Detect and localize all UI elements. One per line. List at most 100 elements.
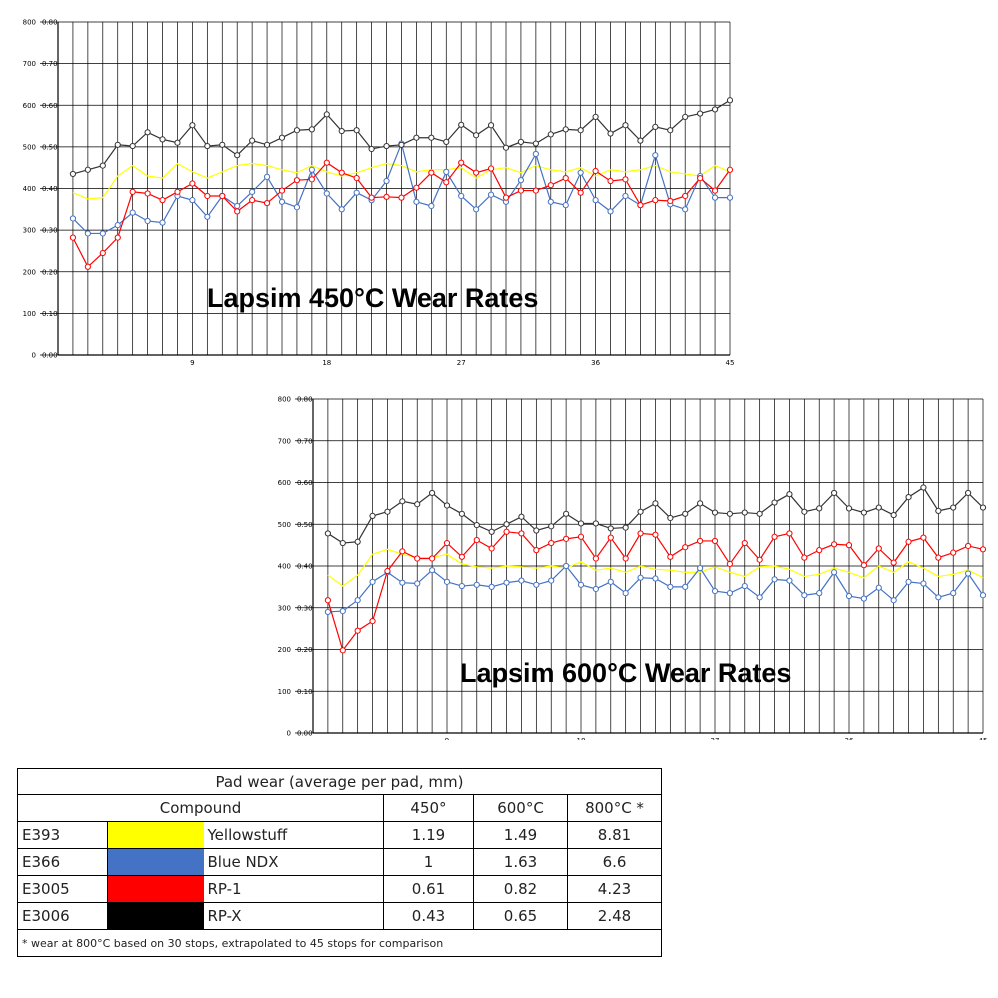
chart-450-point-rp-1 — [517, 187, 525, 194]
chart-450-point-rp-x — [263, 141, 271, 148]
chart-600-point-rp-1 — [473, 537, 480, 544]
chart-600-point-rp-1 — [563, 535, 570, 542]
table-row: E3005 RP-1 0.61 0.82 4.23 — [17, 875, 662, 903]
chart-450-point-rp-1 — [502, 194, 510, 201]
chart-450-ytick-inner: 0.40 — [42, 185, 58, 193]
chart-450-ytick-left: 300 — [23, 227, 36, 235]
chart-450-ytick-inner: 0.60 — [42, 102, 58, 110]
chart-450-point-rp-1 — [413, 184, 420, 191]
chart-450-point-blue-ndx — [517, 177, 525, 184]
chart-450-point-rp-1 — [487, 165, 495, 172]
chart-450-point-blue-ndx — [607, 208, 614, 215]
chart-600-series-yellowstuff — [327, 548, 984, 587]
chart-600-point-rp-x — [801, 508, 808, 515]
chart-450-point-rp-1 — [383, 193, 390, 200]
chart-600-point-rp-x — [979, 504, 987, 511]
chart-450-ytick-inner: 0.10 — [42, 310, 58, 318]
chart-450-point-rp-1 — [473, 169, 480, 176]
chart-600-point-rp-1 — [652, 531, 659, 538]
chart-450-point-blue-ndx — [711, 194, 719, 201]
table-footnote: * wear at 800°C based on 30 stops, extra… — [17, 929, 568, 957]
wear-800: 4.23 — [567, 875, 662, 903]
chart-600-point-rp-1 — [384, 567, 391, 575]
chart-600-point-rp-x — [503, 521, 510, 528]
chart-600-point-rp-1 — [831, 541, 838, 548]
chart-450-point-blue-ndx — [69, 215, 77, 222]
chart-600-point-rp-1 — [607, 534, 614, 541]
chart-600-point-rp-x — [414, 501, 421, 508]
chart-600-point-rp-1 — [399, 548, 406, 555]
chart-600-point-blue-ndx — [667, 583, 674, 590]
chart-600-point-rp-x — [518, 513, 525, 520]
chart-600-point-rp-1 — [935, 554, 942, 561]
chart-600-point-rp-1 — [488, 545, 495, 552]
chart-600-xtick: 18 — [577, 737, 586, 740]
chart-450-point-rp-x — [129, 142, 136, 150]
chart-600-ytick-inner: 0.50 — [297, 521, 313, 529]
chart-450-point-rp-x — [592, 113, 599, 121]
chart-450-point-rp-1 — [338, 169, 345, 176]
chart-600-point-blue-ndx — [682, 583, 689, 590]
chart-450-point-blue-ndx — [99, 230, 106, 237]
chart-600-point-rp-x — [384, 508, 391, 515]
chart-450-point-blue-ndx — [622, 192, 629, 200]
chart-450-point-rp-x — [607, 130, 614, 137]
chart-600-point-rp-1 — [592, 555, 599, 562]
compound-id: E3005 — [17, 875, 108, 903]
chart-600-ytick-left: 400 — [278, 563, 291, 571]
table-row: E3006 RP-X 0.43 0.65 2.48 — [17, 902, 662, 930]
table-footnote-row: * wear at 800°C based on 30 stops, extra… — [17, 929, 662, 957]
chart-600-point-rp-1 — [429, 555, 436, 562]
chart-450-point-rp-x — [637, 137, 644, 144]
chart-450-point-blue-ndx — [353, 189, 360, 196]
chart-600-ytick-left: 800 — [278, 396, 291, 404]
chart-600-point-blue-ndx — [935, 594, 942, 601]
chart-600-point-rp-1 — [726, 560, 733, 568]
chart-450-point-rp-1 — [443, 179, 450, 186]
chart-600-point-blue-ndx — [950, 590, 957, 597]
color-swatch — [107, 875, 204, 903]
compound-id: E393 — [17, 821, 108, 849]
chart-600-point-rp-x — [786, 491, 793, 498]
chart-450-point-rp-1 — [69, 234, 77, 241]
chart-450-point-rp-1 — [84, 263, 91, 270]
chart-600-ytick-left: 500 — [278, 521, 291, 529]
chart-450-point-rp-x — [622, 122, 629, 129]
chart-450-point-rp-1 — [234, 208, 241, 215]
compound-id: E3006 — [17, 902, 108, 930]
chart-450-point-blue-ndx — [443, 168, 450, 175]
chart-600-point-rp-1 — [667, 553, 674, 560]
chart-600-point-blue-ndx — [473, 581, 480, 588]
chart-600-series — [324, 484, 987, 654]
chart-450-point-rp-x — [159, 136, 166, 143]
chart-600-point-rp-x — [711, 509, 719, 516]
chart-600-point-blue-ndx — [741, 582, 748, 590]
chart-600-point-rp-1 — [860, 562, 867, 569]
chart-600-point-blue-ndx — [324, 608, 331, 616]
chart-600-point-blue-ndx — [756, 594, 763, 601]
chart-600-point-rp-1 — [458, 553, 465, 560]
chart-450-point-blue-ndx — [84, 230, 91, 237]
chart-450-point-rp-x — [562, 126, 569, 133]
chart-450-ytick-inner: 0.70 — [42, 60, 58, 68]
chart-450-ytick-inner: 0.30 — [42, 227, 58, 235]
chart-600-point-rp-x — [548, 523, 555, 530]
chart-600-ytick-inner: 0.80 — [297, 396, 313, 404]
chart-450-xtick: 18 — [322, 359, 331, 367]
chart-450-point-rp-1 — [129, 188, 136, 195]
chart-450-point-rp-x — [84, 166, 91, 173]
chart-450-title: Lapsim 450°C Wear Rates — [207, 283, 538, 313]
chart-450-ytick-inner: 0.50 — [42, 143, 58, 151]
chart-450-point-blue-ndx — [338, 206, 345, 213]
chart-600-point-rp-1 — [845, 542, 853, 549]
chart-600-point-blue-ndx — [429, 567, 436, 574]
chart-600-point-rp-x — [860, 509, 867, 516]
chart-600-point-rp-1 — [920, 534, 927, 541]
chart-450-ytick-left: 700 — [23, 60, 36, 68]
chart-450-point-rp-1 — [278, 187, 286, 194]
chart-600-point-rp-1 — [518, 530, 525, 537]
chart-450-point-rp-1 — [592, 167, 599, 175]
chart-600-ytick-left: 200 — [278, 646, 291, 654]
chart-450-point-rp-x — [667, 127, 674, 134]
chart-450-point-blue-ndx — [144, 217, 151, 225]
